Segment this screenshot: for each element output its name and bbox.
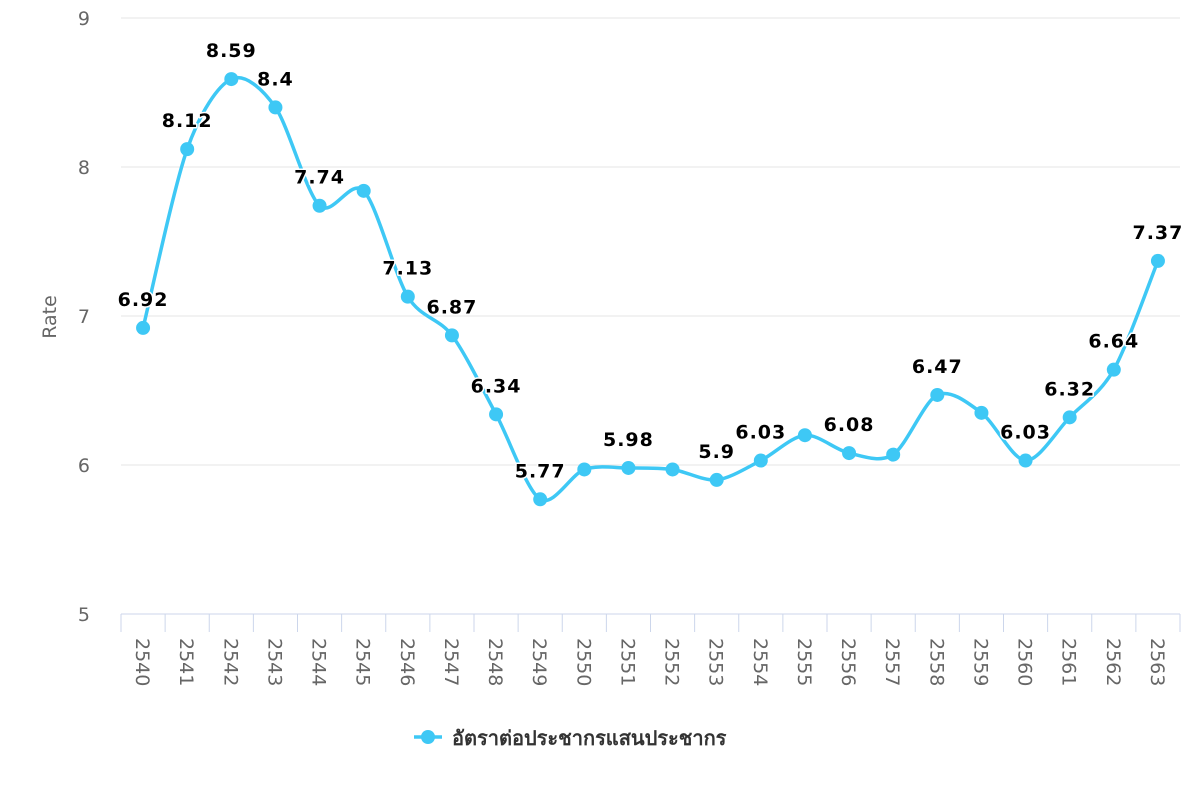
data-label: 6.92: [118, 289, 169, 311]
data-point: [180, 142, 195, 157]
x-tick-label: 2547: [440, 638, 462, 686]
data-point: [709, 472, 724, 487]
data-point: [1150, 253, 1165, 268]
data-label: 6.64: [1088, 331, 1139, 353]
data-label: 6.87: [426, 296, 477, 318]
data-label: 6.32: [1044, 378, 1095, 400]
data-label: 7.74: [294, 167, 345, 189]
data-label: 5.77: [515, 460, 566, 482]
data-point: [1106, 362, 1121, 377]
axis-layer: 5 6 7 8 9 2540 2541 2542 2543 2544 2545 2546 2547 254…: [78, 8, 1181, 686]
x-tick-label: 2554: [749, 638, 771, 686]
data-point: [356, 183, 371, 198]
x-tick-label: 2549: [528, 638, 550, 686]
y-axis-title: Rate: [39, 295, 61, 339]
data-label: 8.4: [257, 68, 294, 90]
data-label: 5.9: [698, 441, 735, 463]
x-tick-label: 2541: [175, 638, 197, 686]
data-point: [444, 328, 459, 343]
data-point: [1018, 453, 1033, 468]
x-tick-label: 2550: [572, 638, 594, 686]
data-label: 8.12: [162, 110, 213, 132]
y-tick-label: 9: [78, 8, 90, 30]
data-point: [489, 407, 504, 422]
data-point: [886, 447, 901, 462]
x-tick-label: 2553: [705, 638, 727, 686]
x-tick-label: 2548: [484, 638, 506, 686]
legend[interactable]: อัตราต่อประชากรแสนประชากร: [414, 726, 727, 750]
x-tick-label: 2556: [837, 638, 859, 686]
data-label: 8.59: [206, 40, 257, 62]
legend-label: อัตราต่อประชากรแสนประชากร: [452, 726, 727, 750]
series-line: [141, 75, 1160, 503]
x-tick-label: 2555: [793, 638, 815, 686]
data-label: 6.47: [912, 356, 963, 378]
data-point: [400, 289, 415, 304]
x-tick-label: 2559: [969, 638, 991, 686]
data-point: [974, 405, 989, 420]
data-point: [797, 428, 812, 443]
x-tick-label: 2557: [881, 638, 903, 686]
data-point: [224, 72, 239, 87]
data-label: 6.08: [824, 414, 875, 436]
y-tick-label: 7: [78, 306, 90, 328]
data-point: [1062, 410, 1077, 425]
y-tick-label: 6: [78, 455, 90, 477]
x-tick-label: 2552: [661, 638, 683, 686]
data-point: [753, 453, 768, 468]
y-tick-label: 5: [78, 604, 90, 626]
data-point: [665, 462, 680, 477]
data-label: 6.34: [471, 375, 522, 397]
data-label: 6.03: [735, 422, 786, 444]
data-label-layer: 6.92 8.12 8.598.4 7.74 7.13 6.87 6.34 5.77 5.98 5…: [116, 39, 1184, 484]
data-point: [136, 320, 151, 335]
data-label: 7.13: [382, 258, 433, 280]
x-tick-label: 2542: [219, 638, 241, 686]
x-tick-label: 2551: [616, 638, 638, 686]
x-tick-label: 2562: [1102, 638, 1124, 686]
data-point: [533, 492, 548, 507]
x-tick-label: 2561: [1058, 638, 1080, 686]
data-point: [621, 460, 636, 475]
x-tick-label: 2546: [396, 638, 418, 686]
y-tick-label: 8: [78, 157, 90, 179]
x-tick-label: 2560: [1014, 638, 1036, 686]
x-tick-label: 2544: [308, 638, 330, 686]
data-label: 5.98: [603, 429, 654, 451]
data-point: [312, 198, 327, 213]
legend-marker: [421, 730, 435, 744]
data-point: [930, 387, 945, 402]
grid-layer: [121, 17, 1180, 466]
x-tick-label: 2540: [131, 638, 153, 686]
x-tick-label: 2545: [352, 638, 374, 686]
x-tick-label: 2558: [925, 638, 947, 686]
x-tick-label: 2543: [263, 638, 285, 686]
data-label: 7.37: [1132, 222, 1183, 244]
data-point: [577, 462, 592, 477]
x-tick-label: 2563: [1146, 638, 1168, 686]
series-layer: [136, 72, 1165, 507]
data-point: [842, 446, 857, 461]
data-label: 6.03: [1000, 422, 1051, 444]
data-point: [268, 100, 283, 115]
